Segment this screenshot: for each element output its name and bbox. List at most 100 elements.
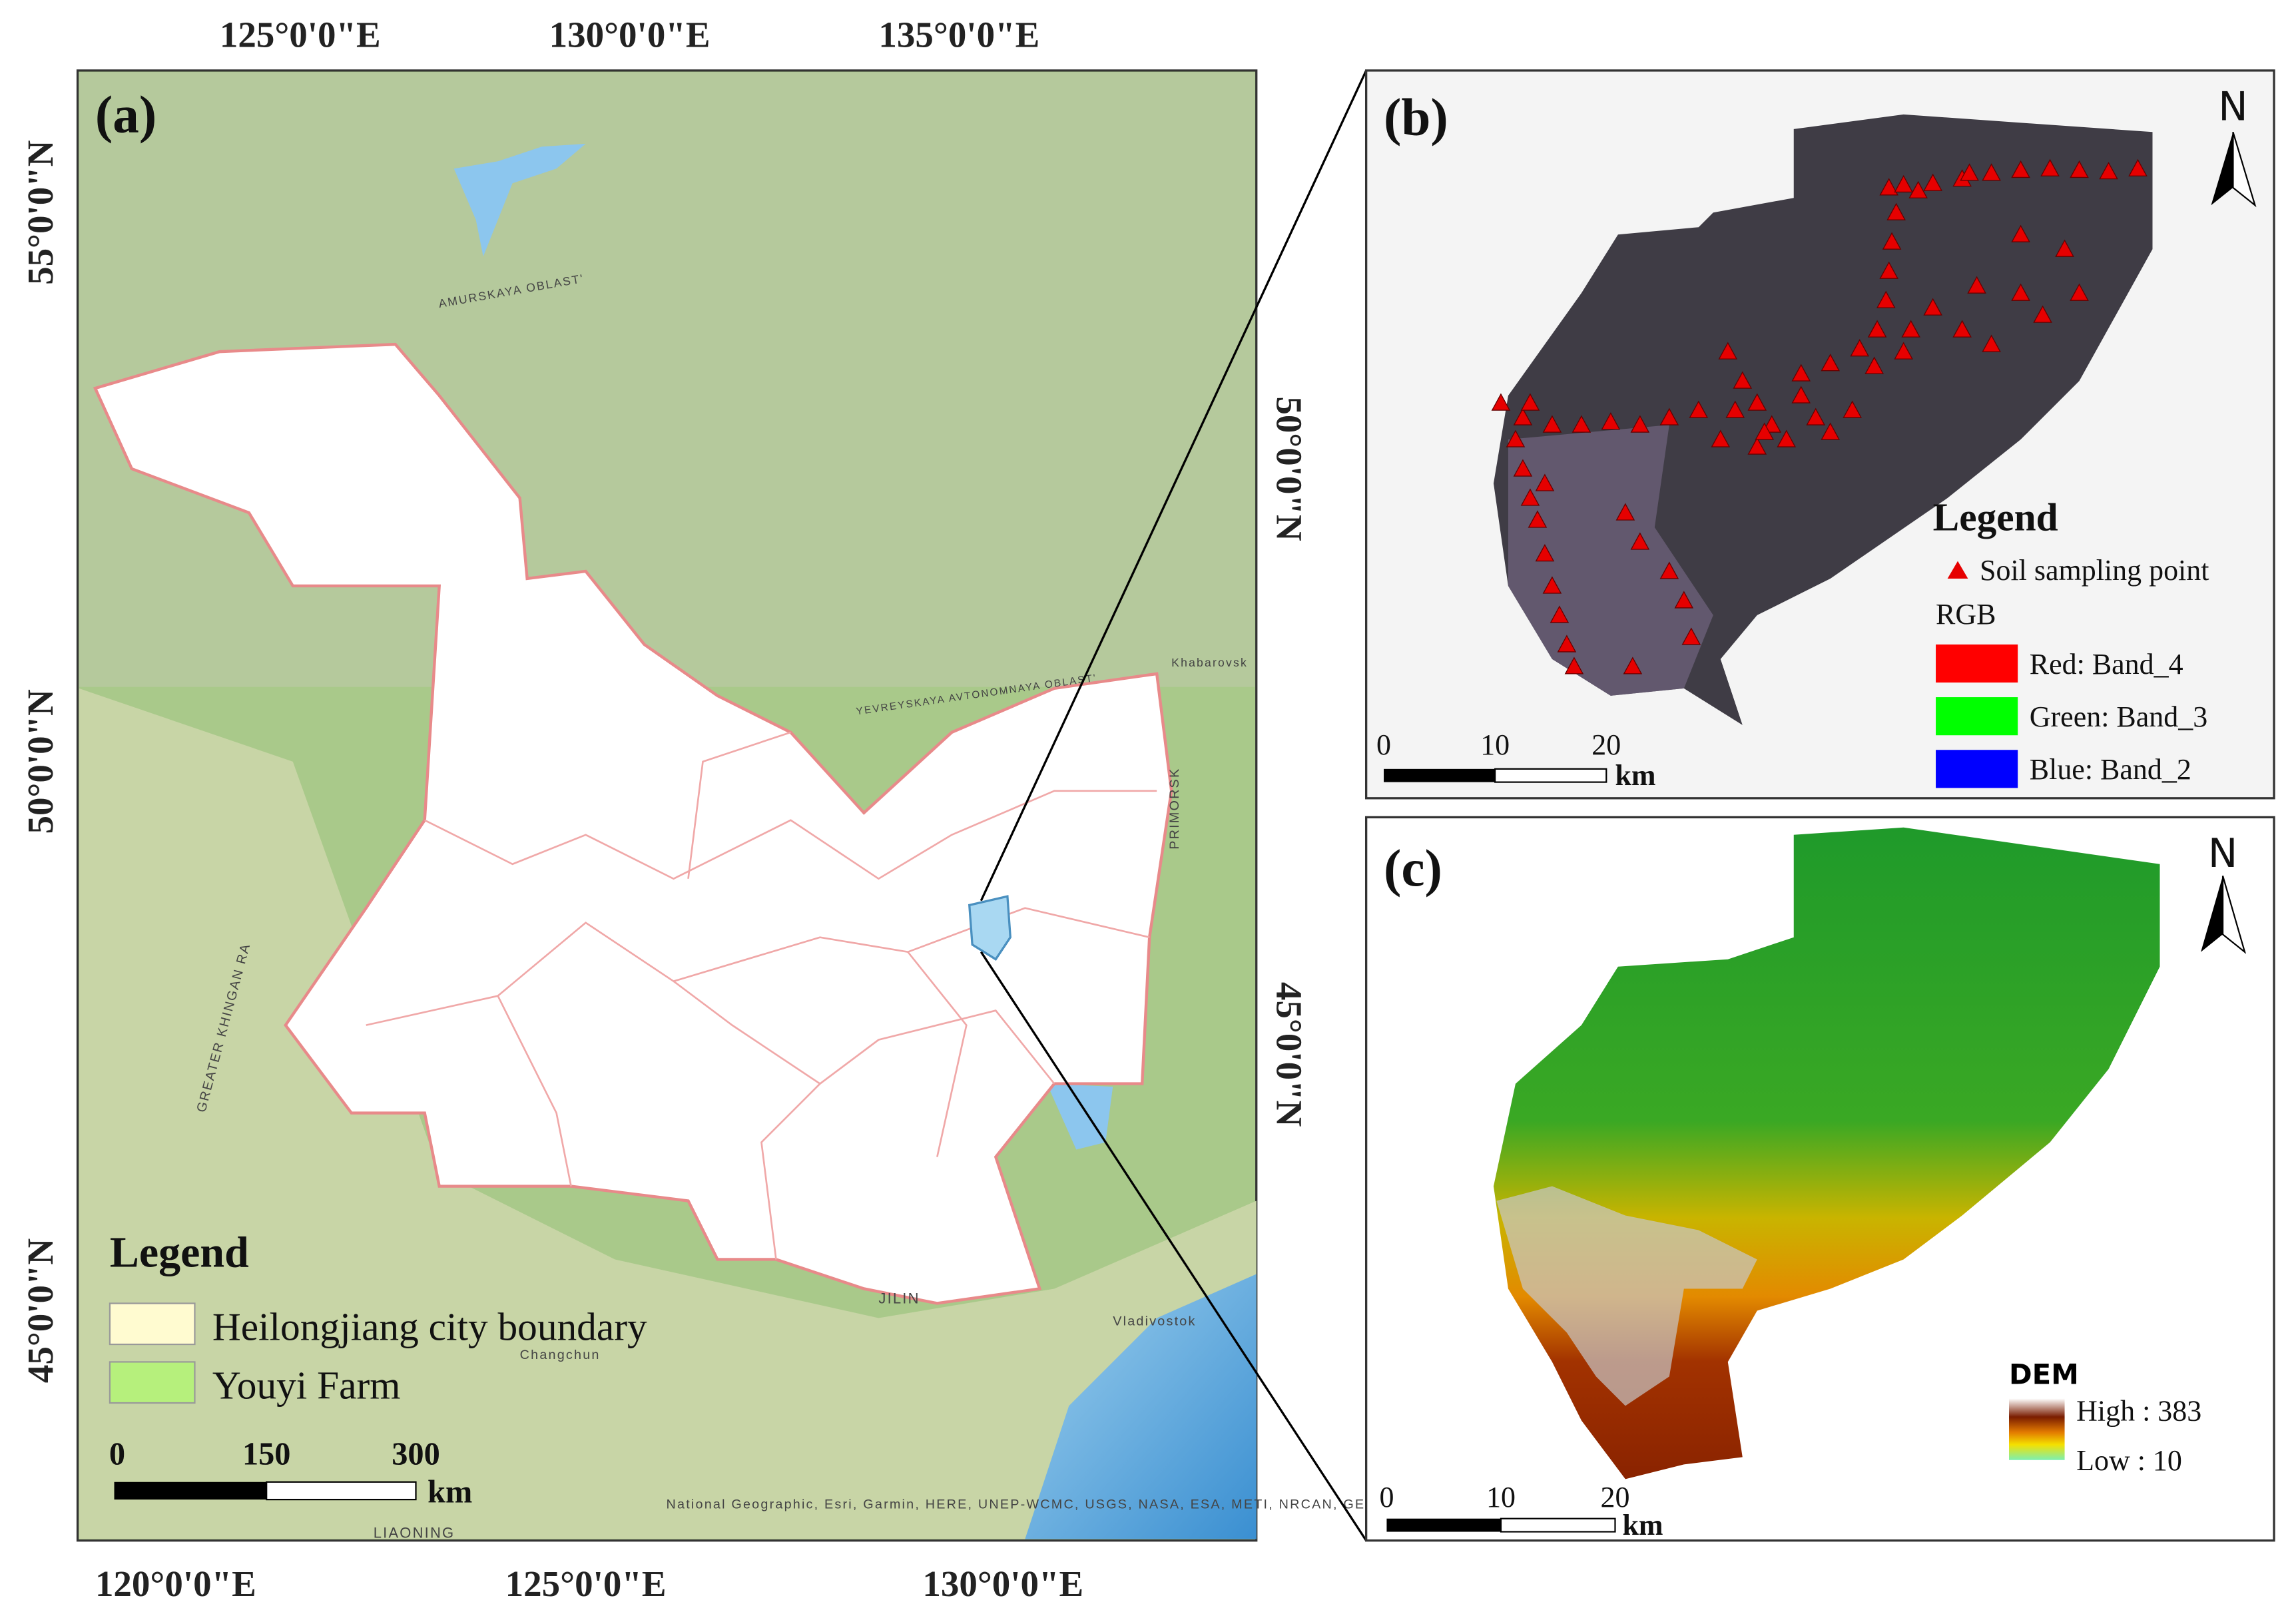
- sampling-point: [1513, 407, 1533, 425]
- panel-b: (b) N Legend Soil sampling point RGB Red…: [1364, 69, 2275, 800]
- sampling-point: [1659, 561, 1679, 579]
- scale-bar: [1494, 768, 1607, 783]
- sampling-point: [1952, 320, 1972, 338]
- sampling-point: [1908, 180, 1928, 198]
- sampling-point: [1557, 635, 1577, 653]
- sampling-point: [2033, 305, 2052, 323]
- sampling-point: [1542, 415, 1562, 433]
- scale-bar: [1384, 768, 1496, 782]
- sampling-point: [2128, 158, 2148, 176]
- sampling-point: [1601, 412, 1621, 430]
- sampling-point: [1879, 261, 1898, 279]
- sampling-point: [1506, 429, 1526, 447]
- coord-label: 45°0'0"N: [20, 1238, 61, 1383]
- legend-item: Green: Band_3: [2030, 700, 2207, 733]
- scale-label: 0: [109, 1436, 125, 1472]
- sampling-point: [1923, 173, 1942, 191]
- legend-swatch: [109, 1302, 196, 1346]
- sampling-point: [2011, 224, 2030, 242]
- scale-label: 0: [1376, 728, 1391, 761]
- scale-bar: [1386, 1518, 1501, 1532]
- north-label: N: [2218, 85, 2247, 131]
- legend-item: Low : 10: [2076, 1444, 2182, 1477]
- legend-item: Soil sampling point: [1980, 554, 2209, 587]
- scale-label: 20: [1600, 1481, 1629, 1513]
- sampling-point: [1882, 232, 1902, 250]
- scale-unit: km: [1615, 759, 1655, 792]
- sampling-point: [2055, 239, 2074, 257]
- legend-swatch: [1936, 644, 2018, 683]
- dem-raster: [1496, 1186, 1757, 1406]
- sampling-point: [1747, 393, 1767, 411]
- sampling-point: [1630, 415, 1650, 433]
- sampling-point: [1491, 393, 1511, 411]
- terrain: [79, 688, 1257, 1539]
- place-name: LIAONING: [374, 1524, 455, 1541]
- legend-swatch: [1936, 750, 2018, 788]
- scale-bar: [266, 1481, 417, 1501]
- reservoir: [453, 143, 586, 257]
- coord-label: 55°0'0"N: [20, 140, 61, 285]
- sampling-point: [1960, 163, 1979, 181]
- sampling-point: [1674, 591, 1694, 609]
- coord-label: 125°0'0"E: [505, 1563, 667, 1604]
- sampling-point: [1520, 393, 1540, 411]
- place-name: JILIN: [878, 1290, 920, 1306]
- sampling-point: [1894, 174, 1913, 193]
- scale-label: 300: [392, 1436, 440, 1472]
- sampling-point: [1615, 503, 1635, 521]
- coord-label: 125°0'0"E: [220, 15, 381, 55]
- sampling-point: [1821, 354, 1841, 372]
- sampling-point: [1755, 422, 1775, 440]
- coord-label: 130°0'0"E: [549, 15, 711, 55]
- sampling-point: [1747, 437, 1767, 455]
- sampling-point: [1535, 473, 1555, 491]
- heilongjiang-boundary[interactable]: [93, 342, 1173, 1305]
- legend-item: Red: Band_4: [2030, 648, 2183, 680]
- sampling-point: [1513, 459, 1533, 477]
- scale-bar: [1500, 1517, 1616, 1533]
- sampling-point: [1867, 320, 1887, 338]
- sampling-point: [1711, 429, 1731, 447]
- sampling-point: [1659, 407, 1679, 425]
- scale-bar: [114, 1481, 267, 1500]
- attribution: National Geographic, Esri, Garmin, HERE,…: [667, 1497, 1593, 1511]
- legend-title: DEM: [2009, 1358, 2079, 1390]
- sampling-point: [1630, 532, 1650, 550]
- sampling-point: [1718, 342, 1738, 360]
- sampling-point: [1806, 407, 1826, 425]
- north-arrow: [2221, 876, 2247, 954]
- coord-label: 50°0'0"N: [1269, 396, 1310, 541]
- legend-marker: [1947, 561, 1968, 579]
- sampling-point: [1901, 320, 1920, 338]
- sampling-point: [1528, 510, 1548, 528]
- legend-item: High : 383: [2076, 1394, 2201, 1427]
- sampling-point: [1894, 342, 1913, 360]
- scale-unit: km: [428, 1475, 472, 1510]
- legend-ramp: [2009, 1398, 2065, 1460]
- sampling-point: [1791, 386, 1811, 404]
- youyi-farm[interactable]: [968, 895, 1011, 961]
- panel-label: (a): [95, 85, 156, 144]
- farm-image: [1508, 425, 1713, 696]
- sampling-point: [1564, 657, 1584, 674]
- place-name: PRIMORSK: [1167, 768, 1182, 850]
- coord-label: 120°0'0"E: [95, 1563, 256, 1604]
- sampling-point: [2011, 283, 2030, 301]
- sampling-point: [2070, 283, 2089, 301]
- north-arrow: [2201, 876, 2223, 952]
- coord-label: 50°0'0"N: [20, 689, 61, 834]
- legend-swatch: [1936, 697, 2018, 736]
- sampling-point: [1843, 400, 1863, 418]
- sampling-point: [1982, 163, 2001, 181]
- sampling-point: [1850, 339, 1870, 357]
- sampling-point: [1681, 627, 1701, 645]
- panel-label: (b): [1384, 89, 1448, 147]
- panel-c: (c) N DEM High : 383 Low : 10 0 10 20 km: [1364, 816, 2275, 1542]
- sampling-point: [1791, 364, 1811, 382]
- scale-label: 10: [1486, 1481, 1516, 1513]
- legend-item: RGB: [1936, 598, 1996, 631]
- coord-label: 130°0'0"E: [922, 1563, 1083, 1604]
- sampling-point: [2070, 160, 2089, 178]
